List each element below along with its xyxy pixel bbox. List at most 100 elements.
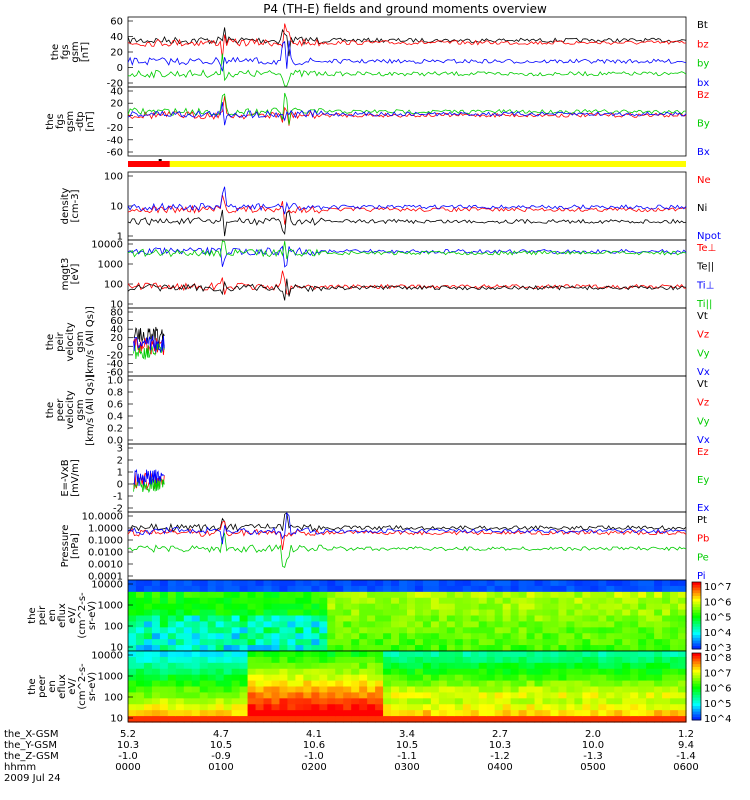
heatmap-cell [662, 639, 671, 646]
heatmap-cell [422, 603, 432, 611]
heatmap-cell [183, 710, 193, 717]
heatmap-cell [622, 662, 631, 670]
heatmap-cell [311, 615, 320, 623]
heatmap-cell [383, 668, 392, 676]
heatmap-cell [582, 680, 591, 688]
heatmap-cell [223, 585, 233, 593]
heatmap-cell [399, 597, 408, 605]
heatmap-cell [239, 597, 249, 605]
y-tick-label: -1 [113, 492, 123, 503]
heatmap-cell [430, 716, 440, 723]
heatmap-cell [462, 645, 472, 652]
heatmap-cell [662, 615, 671, 623]
heatmap-cell [279, 609, 289, 617]
heatmap-cell [143, 580, 153, 587]
heatmap-cell [582, 651, 591, 658]
colorbar-segment [692, 655, 701, 660]
heatmap-cell [478, 645, 488, 652]
colorbar-segment [692, 609, 701, 614]
heatmap-cell [183, 633, 193, 640]
heatmap-cell [407, 651, 416, 658]
heatmap-cell [271, 674, 281, 682]
heatmap-cell [646, 621, 655, 628]
heatmap-cell [526, 668, 536, 676]
heatmap-cell [614, 680, 623, 688]
heatmap-cell [135, 656, 145, 664]
heatmap-cell [678, 591, 687, 599]
heatmap-cell [566, 603, 575, 611]
heatmap-cell [151, 615, 161, 623]
heatmap-cell [414, 609, 424, 617]
heatmap-cell [638, 639, 647, 646]
colorbar-segment [692, 708, 701, 713]
heatmap-cell [191, 662, 201, 670]
heatmap-cell [191, 704, 201, 711]
y-tick-label: -20 [107, 79, 123, 90]
heatmap-cell [351, 692, 360, 699]
heatmap-cell [670, 680, 679, 688]
heatmap-cell [399, 609, 408, 617]
heatmap-cell [311, 633, 320, 640]
colorbar-segment [692, 714, 701, 718]
legend-entry: Ex [697, 503, 709, 514]
heatmap-cell [670, 686, 679, 694]
heatmap-cell [207, 674, 217, 682]
heatmap-cell [606, 668, 615, 676]
heatmap-cell [159, 639, 169, 646]
heatmap-cell [614, 668, 623, 676]
heatmap-cell [128, 692, 137, 699]
heatmap-cell [550, 609, 560, 617]
heatmap-cell [654, 597, 663, 605]
heatmap-cell [207, 585, 217, 593]
heatmap-cell [183, 597, 193, 605]
x-value: 10.0 [582, 740, 604, 751]
heatmap-cell [223, 627, 233, 634]
heatmap-cell [199, 662, 209, 670]
heatmap-cell [510, 580, 520, 587]
heatmap-cell [167, 668, 177, 676]
colorbar-segment [692, 595, 701, 600]
heatmap-cell [135, 645, 145, 652]
heatmap-cell [462, 639, 472, 646]
heatmap-cell [319, 662, 328, 670]
heatmap-cell [470, 716, 480, 723]
series-line-Ni [127, 209, 687, 237]
heatmap-cell [606, 692, 615, 699]
heatmap-cell [239, 674, 249, 682]
x-value: 2.7 [492, 729, 508, 740]
heatmap-cell [295, 680, 304, 688]
heatmap-cell [550, 668, 560, 676]
heatmap-cell [654, 698, 663, 705]
heatmap-cell [391, 633, 400, 640]
heatmap-cell [438, 591, 448, 599]
heatmap-cell [343, 656, 352, 664]
heatmap-cell [502, 662, 512, 670]
heatmap-cell [327, 645, 336, 652]
heatmap-cell [383, 609, 392, 617]
heatmap-cell [199, 704, 209, 711]
heatmap-cell [622, 615, 631, 623]
panel-frame [127, 650, 687, 723]
heatmap-cell [438, 633, 448, 640]
heatmap-cell [422, 580, 432, 587]
heatmap-cell [383, 651, 392, 658]
heatmap-cell [542, 645, 552, 652]
heatmap-cell [247, 704, 257, 711]
heatmap-cell [271, 716, 281, 723]
heatmap-cell [327, 603, 336, 611]
heatmap-cell [375, 698, 384, 705]
x-value: -1.0 [118, 751, 138, 762]
heatmap-cell [135, 674, 145, 682]
heatmap-cell [606, 645, 615, 652]
heatmap-cell [391, 698, 400, 705]
heatmap-cell [598, 609, 607, 617]
heatmap-cell [255, 645, 265, 652]
heatmap-cell [502, 710, 512, 717]
heatmap-cell [319, 603, 328, 611]
heatmap-cell [630, 633, 639, 640]
colorbar-label: 10^8 [704, 653, 731, 664]
heatmap-cell [622, 651, 631, 658]
heatmap-cell [279, 627, 289, 634]
heatmap-cell [287, 692, 296, 699]
heatmap-cell [367, 603, 376, 611]
